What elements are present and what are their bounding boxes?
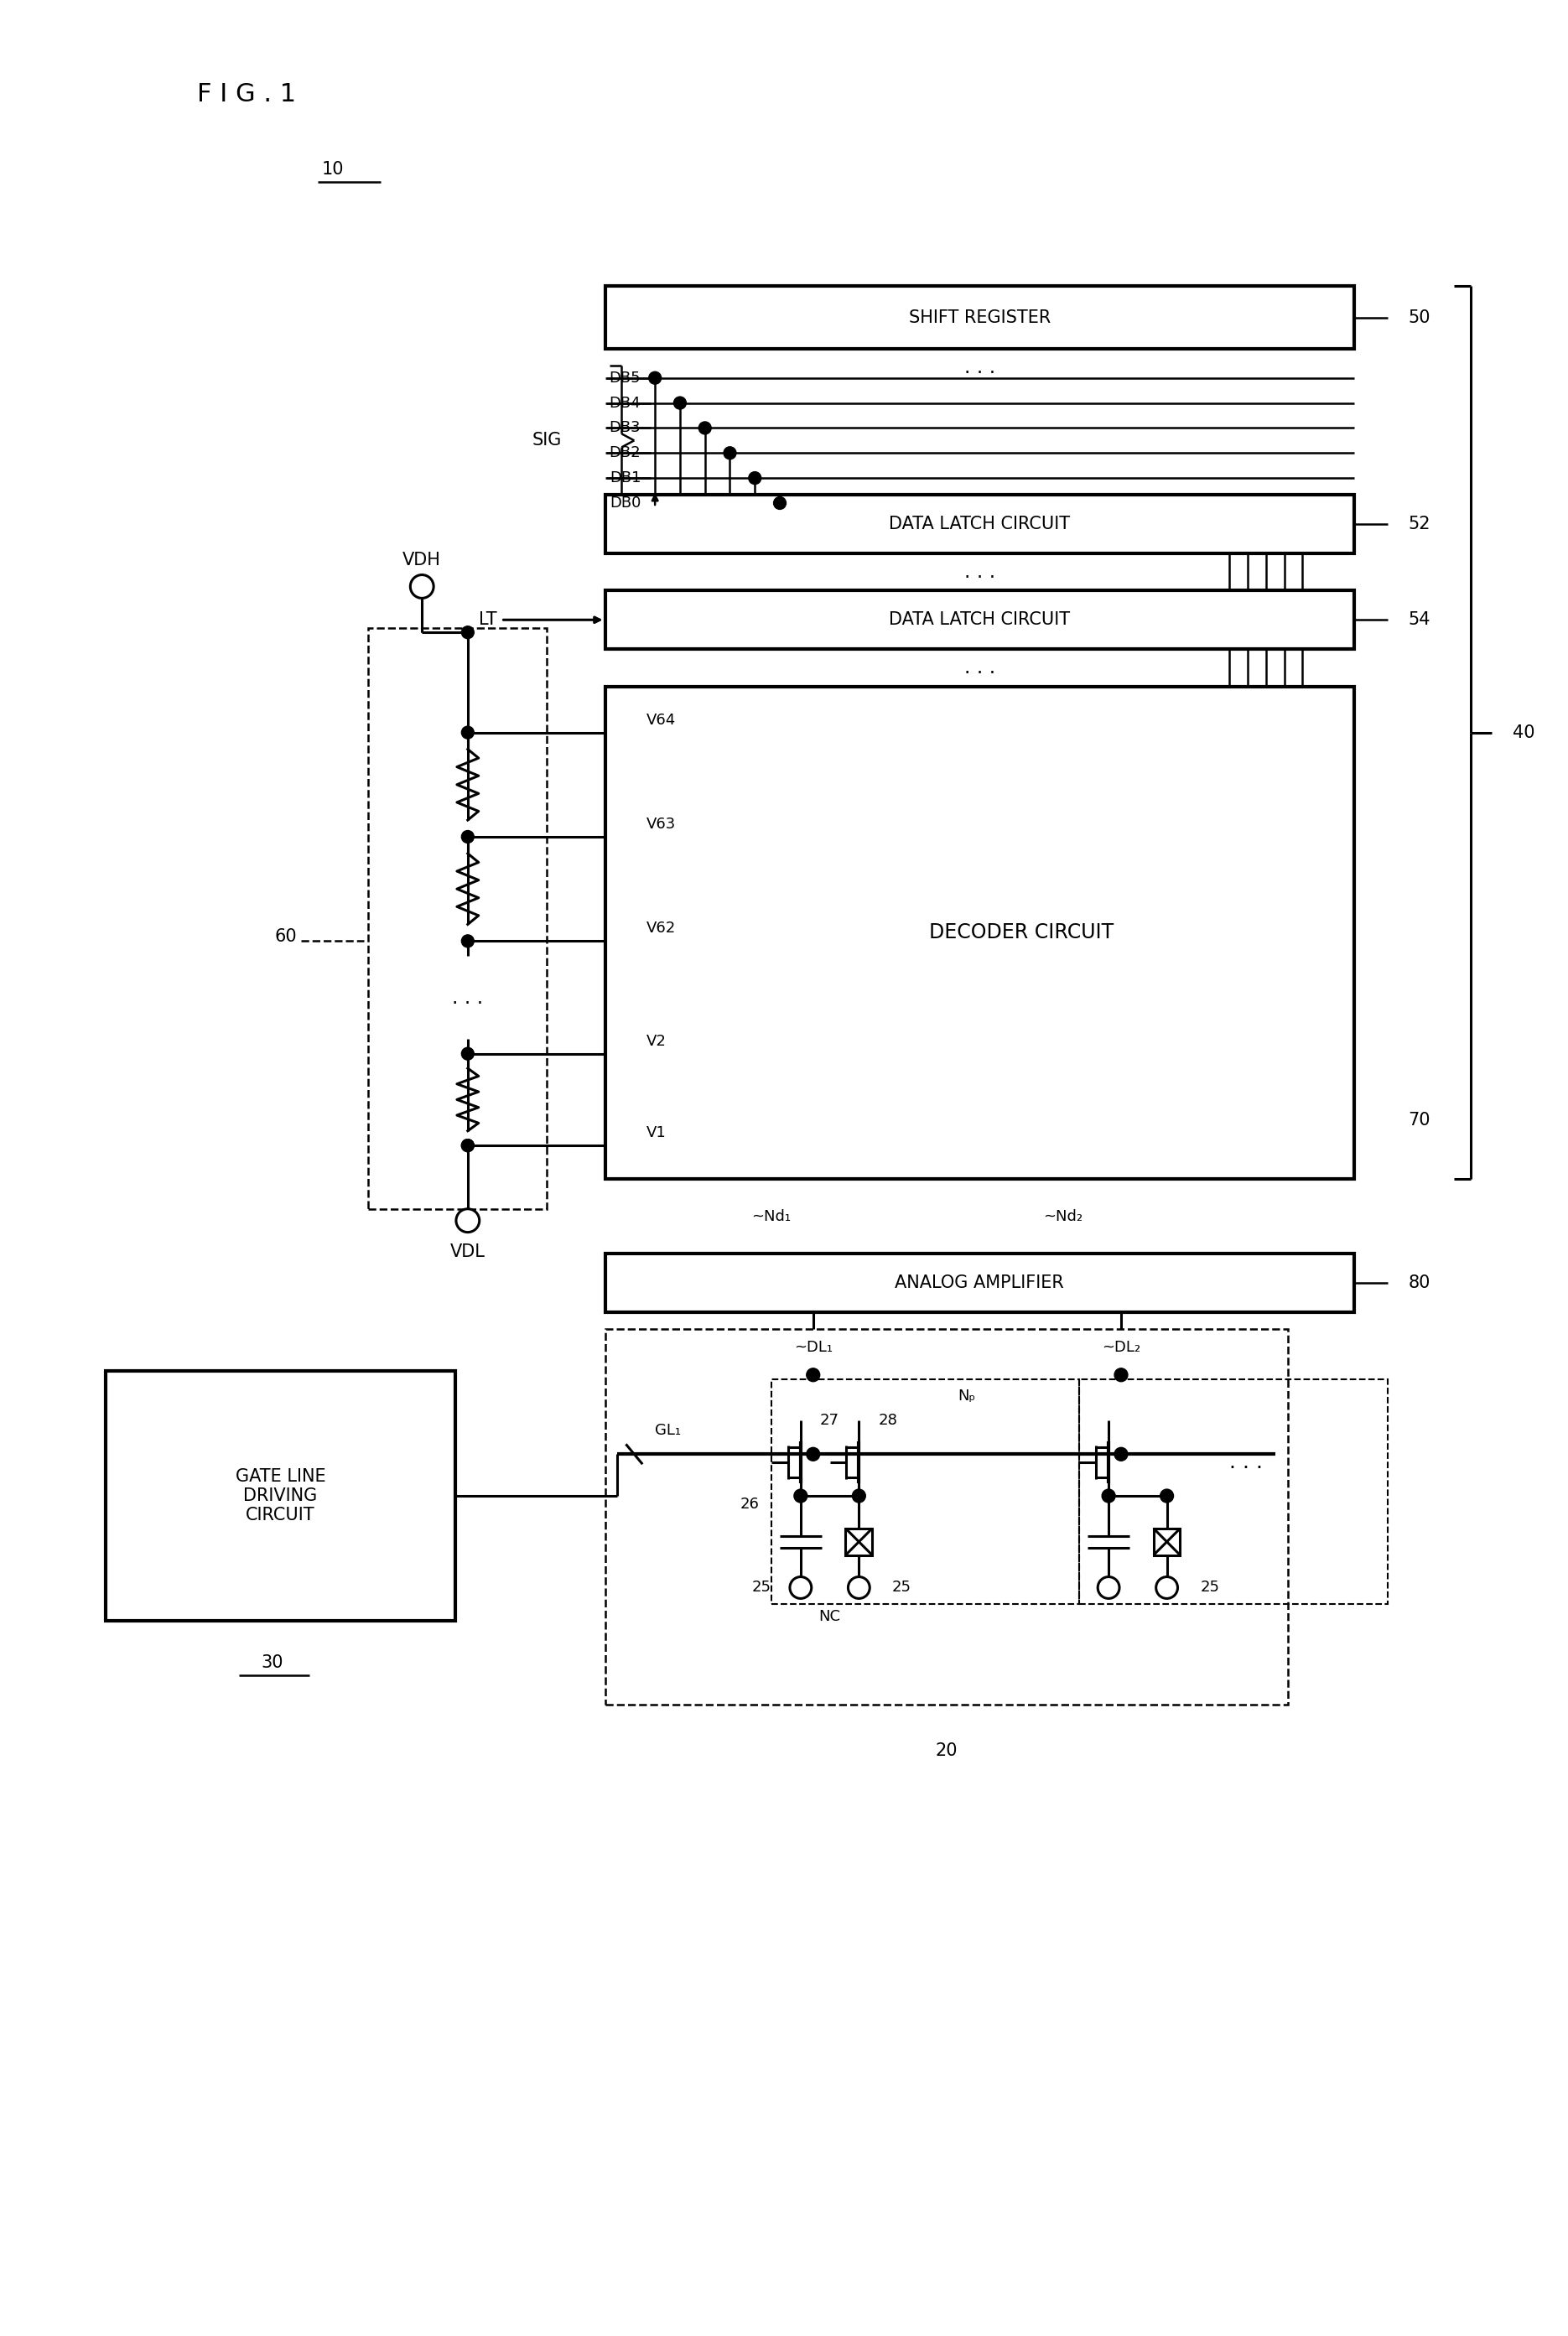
Text: VDL: VDL (450, 1243, 485, 1261)
Circle shape (1102, 1490, 1115, 1502)
Text: 26: 26 (740, 1497, 759, 1511)
Bar (368, 628, 547, 1210)
Text: 80: 80 (1408, 1275, 1430, 1292)
Text: SHIFT REGISTER: SHIFT REGISTER (908, 308, 1051, 325)
Text: 25: 25 (1200, 1579, 1220, 1595)
Bar (105, 1371, 455, 1621)
Circle shape (461, 1140, 474, 1152)
Circle shape (649, 371, 662, 383)
Circle shape (461, 934, 474, 948)
Circle shape (1115, 1448, 1127, 1460)
Text: DECODER CIRCUIT: DECODER CIRCUIT (928, 923, 1113, 944)
Text: DATA LATCH CIRCUIT: DATA LATCH CIRCUIT (889, 516, 1071, 533)
Circle shape (748, 472, 760, 484)
Circle shape (461, 1140, 474, 1152)
Circle shape (461, 626, 474, 638)
Text: V62: V62 (646, 920, 676, 937)
Text: V1: V1 (646, 1126, 666, 1140)
Text: LT: LT (478, 612, 497, 628)
Text: 30: 30 (260, 1654, 284, 1670)
Text: ANALOG AMPLIFIER: ANALOG AMPLIFIER (895, 1275, 1065, 1292)
Circle shape (461, 1047, 474, 1061)
Text: Nₚ: Nₚ (958, 1388, 975, 1404)
Circle shape (456, 1210, 480, 1233)
Bar (605, 591, 1355, 649)
Bar (845, 1528, 872, 1556)
Text: . . .: . . . (964, 659, 996, 677)
Bar (1079, 1378, 1388, 1605)
Bar (605, 285, 1355, 348)
Bar (771, 1378, 1079, 1605)
Circle shape (461, 832, 474, 843)
Text: ~DL₂: ~DL₂ (1102, 1341, 1140, 1355)
Text: . . .: . . . (452, 988, 483, 1007)
Text: GATE LINE
DRIVING
CIRCUIT: GATE LINE DRIVING CIRCUIT (235, 1467, 326, 1523)
Text: DB0: DB0 (610, 495, 641, 512)
Text: 50: 50 (1408, 308, 1430, 325)
Text: V2: V2 (646, 1033, 666, 1049)
Circle shape (773, 498, 786, 509)
Bar (605, 687, 1355, 1180)
Circle shape (790, 1577, 812, 1598)
Text: 25: 25 (753, 1579, 771, 1595)
Text: NC: NC (818, 1610, 840, 1624)
Text: SIG: SIG (532, 432, 561, 449)
Text: VDH: VDH (403, 551, 441, 568)
Text: ~Nd₂: ~Nd₂ (1043, 1208, 1082, 1224)
Text: DB3: DB3 (610, 420, 641, 434)
Circle shape (674, 397, 687, 409)
Text: DB1: DB1 (610, 470, 641, 486)
Text: V64: V64 (646, 712, 676, 726)
Text: . . .: . . . (964, 563, 996, 582)
Bar (605, 1254, 1355, 1313)
Circle shape (1156, 1577, 1178, 1598)
Text: 27: 27 (820, 1413, 839, 1427)
Text: V63: V63 (646, 818, 676, 832)
Circle shape (848, 1577, 870, 1598)
Circle shape (724, 446, 735, 460)
Text: F I G . 1: F I G . 1 (198, 82, 296, 107)
Circle shape (1160, 1490, 1173, 1502)
Text: DB5: DB5 (610, 371, 641, 385)
Circle shape (793, 1490, 808, 1502)
Text: DB2: DB2 (610, 446, 641, 460)
Circle shape (806, 1448, 820, 1460)
Text: ~Nd₁: ~Nd₁ (751, 1208, 792, 1224)
Circle shape (853, 1490, 866, 1502)
Text: 60: 60 (274, 927, 296, 946)
Bar (605, 495, 1355, 554)
Circle shape (699, 423, 712, 434)
Text: . . .: . . . (1229, 1453, 1262, 1472)
Text: 70: 70 (1408, 1112, 1430, 1128)
Circle shape (411, 575, 434, 598)
Text: 25: 25 (892, 1579, 911, 1595)
Text: GL₁: GL₁ (655, 1423, 681, 1439)
Circle shape (806, 1369, 820, 1381)
Text: 40: 40 (1512, 724, 1535, 741)
Text: 20: 20 (935, 1743, 958, 1759)
Text: 52: 52 (1408, 516, 1430, 533)
Circle shape (461, 726, 474, 738)
Text: 28: 28 (878, 1413, 897, 1427)
Text: . . .: . . . (964, 357, 996, 376)
Text: ~DL₁: ~DL₁ (793, 1341, 833, 1355)
Circle shape (1098, 1577, 1120, 1598)
Bar (1154, 1528, 1181, 1556)
Text: DATA LATCH CIRCUIT: DATA LATCH CIRCUIT (889, 612, 1071, 628)
Text: DB4: DB4 (610, 395, 641, 411)
Text: 54: 54 (1408, 612, 1430, 628)
Text: 10: 10 (321, 161, 345, 178)
Bar (605, 1329, 1287, 1705)
Circle shape (1115, 1369, 1127, 1381)
